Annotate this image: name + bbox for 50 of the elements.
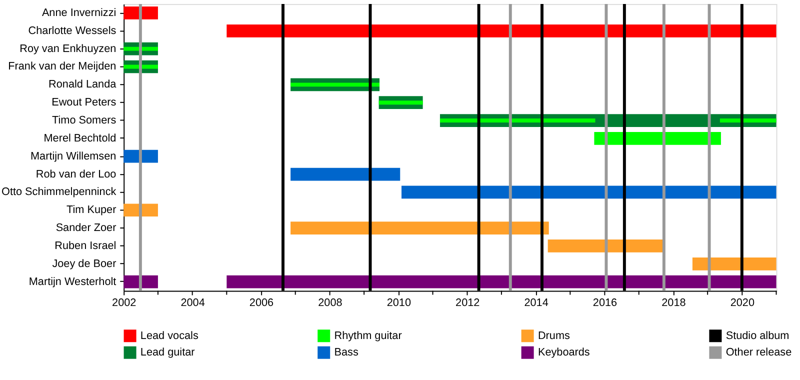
x-tick-label: 2014: [524, 297, 548, 310]
y-tick-label: Martijn Westerholt: [28, 276, 116, 288]
legend-label: Lead guitar: [140, 346, 196, 359]
legend-label: Lead vocals: [140, 330, 199, 342]
x-tick-label: 2010: [386, 297, 411, 310]
x-tick-label: 2016: [592, 297, 618, 310]
bar: [720, 118, 776, 122]
y-tick-label: Roy van Enkhuyzen: [20, 42, 116, 55]
x-tick-label: 2006: [249, 297, 274, 310]
legend-label: Bass: [334, 346, 359, 359]
bar: [548, 240, 664, 252]
legend-label: Drums: [538, 330, 570, 342]
y-tick-label: Charlotte Wessels: [28, 24, 117, 37]
legend-label: Other release: [726, 346, 792, 359]
y-tick-label: Ruben Israel: [54, 240, 116, 252]
legend-label: Studio album: [726, 330, 790, 342]
bar: [226, 24, 776, 38]
bar: [378, 100, 423, 105]
x-tick-label: 2002: [112, 297, 136, 310]
bar: [290, 82, 380, 87]
legend-label: Rhythm guitar: [334, 330, 402, 342]
bar: [124, 275, 158, 288]
x-tick-label: 2008: [318, 297, 342, 310]
bar: [124, 6, 158, 20]
y-tick-label: Otto Schimmelpenninck: [2, 186, 117, 198]
bar: [692, 257, 776, 270]
y-tick-label: Tim Kuper: [66, 204, 117, 216]
y-tick-label: Rob van der Loo: [36, 168, 116, 180]
bar: [124, 204, 158, 217]
bar: [290, 222, 549, 234]
x-tick-label: 2004: [180, 297, 205, 310]
bar: [124, 46, 158, 51]
y-tick-label: Ronald Landa: [48, 78, 118, 91]
x-tick-label: 2020: [730, 297, 754, 310]
y-tick-label: Ewout Peters: [52, 96, 117, 109]
y-tick-label: Joey de Boer: [52, 258, 117, 270]
x-tick-label: 2012: [456, 297, 480, 310]
x-tick-label: 2018: [662, 297, 686, 310]
y-tick-label: Anne Invernizzi: [42, 6, 116, 19]
bar: [290, 168, 400, 181]
y-tick-label: Sander Zoer: [56, 222, 117, 234]
legend-label: Keyboards: [538, 346, 590, 359]
bar: [124, 150, 158, 163]
y-tick-label: Frank van der Meijden: [8, 60, 116, 73]
y-tick-label: Timo Somers: [52, 114, 117, 126]
y-tick-label: Martijn Willemsen: [30, 150, 116, 162]
bar: [402, 186, 776, 199]
bar: [226, 275, 776, 288]
bar: [440, 118, 596, 122]
y-tick-label: Merel Bechtold: [44, 132, 116, 144]
